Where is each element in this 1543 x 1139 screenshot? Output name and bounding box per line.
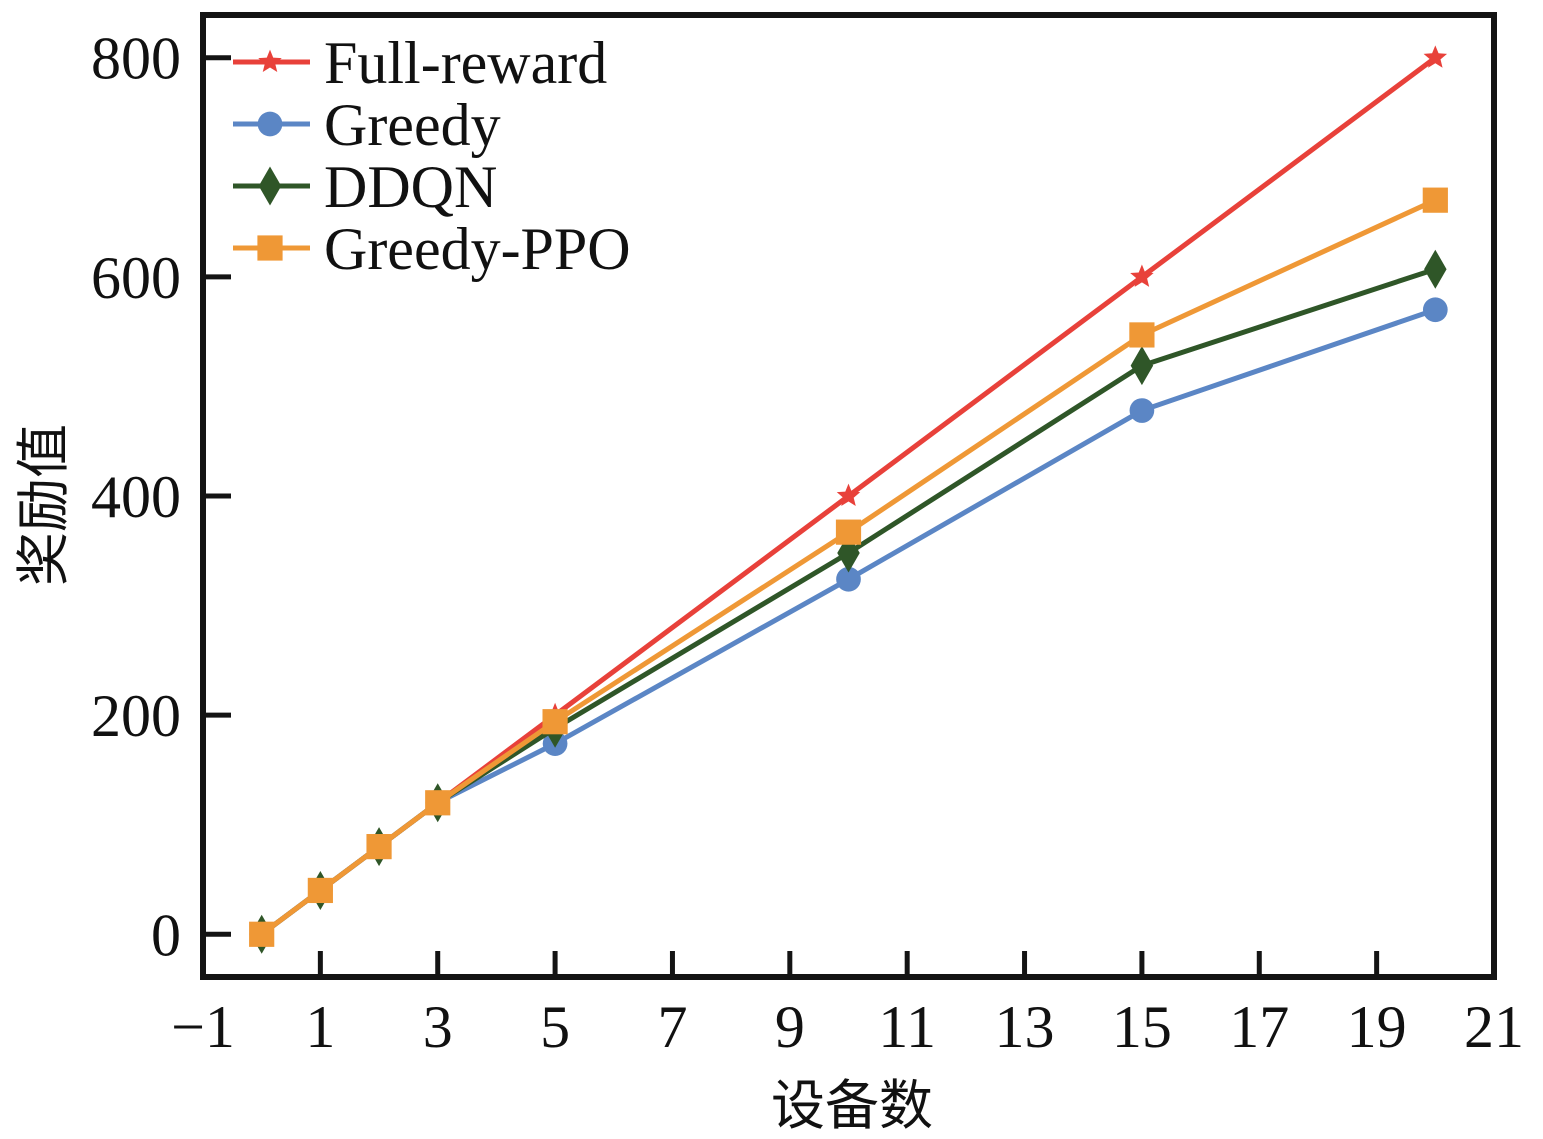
x-tick-label: 15 xyxy=(1112,994,1172,1060)
y-tick-label: 600 xyxy=(91,245,181,311)
x-tick-label: 11 xyxy=(878,994,936,1060)
diamond-marker xyxy=(1130,346,1154,386)
star-marker xyxy=(1130,264,1154,287)
square-marker xyxy=(1422,187,1448,213)
x-tick-label: 13 xyxy=(995,994,1055,1060)
circle-marker xyxy=(1422,297,1448,323)
circle-marker xyxy=(257,111,283,137)
x-tick-label: 5 xyxy=(540,994,570,1060)
y-tick-label: 0 xyxy=(151,902,181,968)
x-tick-label: 9 xyxy=(775,994,805,1060)
series-ddqn xyxy=(250,249,1447,954)
legend-item: Full-reward xyxy=(233,30,607,96)
x-tick-label: −1 xyxy=(171,994,235,1060)
series-layer xyxy=(249,45,1448,954)
series-greedy xyxy=(249,297,1448,947)
circle-marker xyxy=(1129,398,1155,423)
legend-item: Greedy-PPO xyxy=(233,216,631,282)
star-marker xyxy=(258,49,282,72)
x-axis: −1 1 3 5 7 9 11 13 15 17 19 21 xyxy=(171,951,1524,1060)
square-marker xyxy=(425,790,451,816)
square-marker xyxy=(307,877,333,904)
series-line xyxy=(260,307,1437,937)
x-axis-title: 设备数 xyxy=(771,1074,933,1137)
diamond-marker xyxy=(1424,249,1447,289)
series-greedy-ppo xyxy=(249,187,1448,947)
y-tick-label: 400 xyxy=(91,464,181,530)
square-marker xyxy=(835,519,862,545)
y-axis: 0 200 400 600 800 xyxy=(91,26,231,968)
legend-label: Full-reward xyxy=(324,30,607,96)
square-marker xyxy=(249,921,275,947)
x-tick-label: 1 xyxy=(305,994,335,1060)
square-marker xyxy=(366,834,392,860)
circle-marker xyxy=(836,566,861,592)
legend-label: DDQN xyxy=(324,154,497,220)
x-tick-label: 7 xyxy=(657,994,687,1060)
legend-label: Greedy-PPO xyxy=(324,216,631,282)
legend-label: Greedy xyxy=(324,92,501,158)
star-marker xyxy=(1423,45,1448,68)
legend-item: Greedy xyxy=(233,92,501,158)
y-axis-title: 奖励值 xyxy=(12,424,75,586)
x-tick-label: 17 xyxy=(1229,994,1289,1060)
legend-item: DDQN xyxy=(233,154,497,220)
square-marker xyxy=(542,709,568,735)
star-marker xyxy=(836,483,861,506)
x-tick-label: 21 xyxy=(1464,994,1524,1060)
x-tick-label: 19 xyxy=(1347,994,1407,1060)
y-tick-label: 800 xyxy=(91,26,181,92)
x-tick-label: 3 xyxy=(423,994,453,1060)
diamond-marker xyxy=(258,166,282,206)
square-marker xyxy=(1129,322,1155,348)
y-tick-label: 200 xyxy=(91,683,181,749)
square-marker xyxy=(257,235,283,261)
